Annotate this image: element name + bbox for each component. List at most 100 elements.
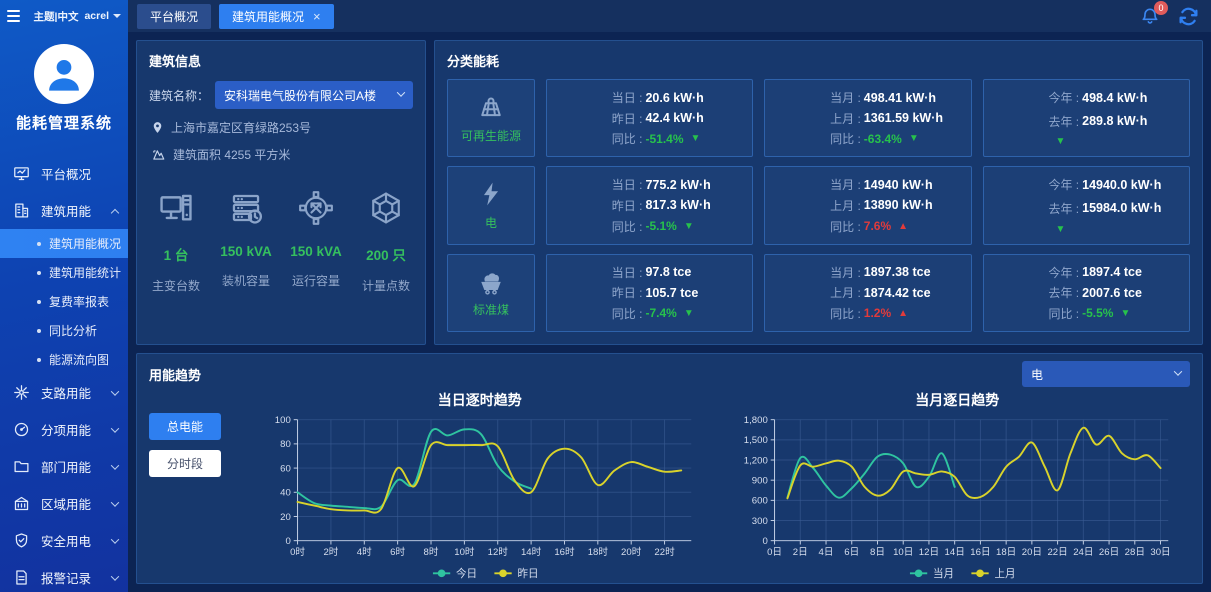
daily-trend-chart-block: 当日逐时趋势 0 20 40 60 80 100 0时 2时 4时 6时 8时 10时 12时 14时 16… bbox=[241, 389, 719, 581]
energy-ratio-line: ▼ bbox=[992, 224, 1181, 235]
energy-value-line: 当月 : 498.41 kW·h bbox=[830, 90, 937, 106]
tab-platform-overview[interactable]: 平台概况 bbox=[137, 3, 212, 29]
sidebar-item-district-energy[interactable]: 区域用能 bbox=[0, 485, 128, 522]
sidebar-item-platform-overview[interactable]: 平台概况 bbox=[0, 155, 128, 192]
svg-text:80: 80 bbox=[280, 439, 291, 450]
svg-text:12时: 12时 bbox=[487, 546, 508, 558]
chart-title-monthly: 当月逐日趋势 bbox=[915, 392, 1000, 408]
tab-label: 建筑用能概况 bbox=[232, 9, 305, 24]
bolt-icon bbox=[478, 179, 504, 209]
building-stat: 150 kVA 运行容量 bbox=[281, 187, 351, 294]
sidebar-item-label: 安全用电 bbox=[41, 535, 92, 549]
building-info-panel: 建筑信息 建筑名称： 安科瑞电气股份有限公司A楼 上海市嘉定区育绿路253号 bbox=[136, 40, 426, 345]
content: 建筑信息 建筑名称： 安科瑞电气股份有限公司A楼 上海市嘉定区育绿路253号 bbox=[128, 32, 1211, 592]
energy-value-line: 当日 : 775.2 kW·h bbox=[611, 177, 711, 193]
monitor-icon bbox=[13, 165, 31, 182]
svg-text:20时: 20时 bbox=[621, 546, 642, 558]
monthly-trend-chart: 0 300 600 900 1,200 1,500 1,800 0日 2日 4日 6日 8日 10日 12… bbox=[744, 415, 1171, 580]
notification-bell-icon[interactable]: 0 bbox=[1140, 1, 1168, 26]
coalcart-icon bbox=[476, 268, 506, 296]
sidebar-item-safe-electricity[interactable]: 安全用电 bbox=[0, 522, 128, 559]
sidebar-item-building-energy[interactable]: 建筑用能 bbox=[0, 192, 128, 229]
svg-text:14时: 14时 bbox=[521, 546, 542, 558]
building-stat: 200 只 计量点数 bbox=[351, 187, 421, 294]
sidebar-subitem-building-energy-overview[interactable]: 建筑用能概况 bbox=[0, 229, 128, 258]
tab-building-energy-overview[interactable]: 建筑用能概况 × bbox=[219, 3, 334, 29]
refresh-icon[interactable] bbox=[1178, 6, 1199, 27]
svg-text:上月: 上月 bbox=[995, 568, 1016, 580]
hamburger-menu-icon[interactable] bbox=[7, 10, 20, 22]
bullet-icon bbox=[37, 357, 41, 362]
avatar bbox=[34, 44, 94, 104]
svg-text:当月: 当月 bbox=[933, 567, 954, 580]
svg-text:60: 60 bbox=[280, 463, 291, 474]
triangle-down-icon: ▼ bbox=[690, 133, 701, 145]
area-icon bbox=[151, 148, 166, 162]
svg-text:昨日: 昨日 bbox=[517, 568, 538, 580]
sidebar-item-label: 支路用能 bbox=[41, 387, 92, 401]
energy-category-label: 标准煤 bbox=[472, 302, 509, 317]
building-icon bbox=[13, 202, 31, 219]
svg-text:8日: 8日 bbox=[870, 547, 885, 558]
sidebar-item-department-energy[interactable]: 部门用能 bbox=[0, 448, 128, 485]
sidebar-subitem-label: 建筑用能概况 bbox=[49, 237, 122, 251]
alarmdoc-icon bbox=[13, 569, 31, 586]
triangle-down-icon: ▼ bbox=[1055, 223, 1066, 235]
monthly-trend-chart-block: 当月逐日趋势 0 300 600 900 1,200 1,500 1,800 0日 2日 4日 6日… bbox=[719, 389, 1197, 581]
trend-title: 用能趋势 bbox=[149, 367, 202, 383]
tab-label: 平台概况 bbox=[150, 9, 199, 24]
svg-text:10时: 10时 bbox=[454, 546, 475, 558]
triangle-down-icon: ▼ bbox=[908, 133, 919, 145]
sidebar-top-bar: 主题|中文 acrel bbox=[0, 0, 128, 32]
svg-text:10日: 10日 bbox=[893, 547, 913, 558]
building-name-select[interactable]: 安科瑞电气股份有限公司A楼 bbox=[215, 81, 413, 109]
energy-value-line: 上月 : 13890 kW·h bbox=[830, 198, 933, 213]
sidebar: 主题|中文 acrel 能耗管理系统 平台概况 建筑用能建筑用能概况 建筑用能统计… bbox=[0, 0, 128, 592]
sidebar-item-branch-energy[interactable]: 支路用能 bbox=[0, 374, 128, 411]
chart-title-daily: 当日逐时趋势 bbox=[437, 392, 522, 408]
user-menu[interactable]: acrel bbox=[84, 10, 121, 22]
total-energy-button[interactable]: 总电能 bbox=[149, 413, 221, 440]
theme-language-switch[interactable]: 主题|中文 bbox=[33, 10, 79, 23]
svg-text:0时: 0时 bbox=[290, 546, 305, 558]
building-name-label: 建筑名称： bbox=[149, 88, 210, 103]
daily-trend-chart: 0 20 40 60 80 100 0时 2时 4时 6时 8时 10时 12时 14时 16时 18时 20时… bbox=[275, 415, 691, 580]
sidebar-item-label: 区域用能 bbox=[41, 498, 92, 512]
svg-text:18时: 18时 bbox=[587, 546, 608, 558]
svg-text:2时: 2时 bbox=[323, 546, 338, 558]
svg-text:20: 20 bbox=[280, 512, 291, 523]
svg-text:16日: 16日 bbox=[971, 547, 991, 558]
sidebar-subitem-tariff-rate-report[interactable]: 复费率报表 bbox=[0, 287, 128, 316]
svg-text:300: 300 bbox=[752, 516, 768, 527]
energy-category-row: 电 当日 : 775.2 kW·h 昨日 : 817.3 kW·h 同比 : -5.1… bbox=[447, 166, 1190, 245]
energy-type-select[interactable]: 电 bbox=[1022, 361, 1190, 387]
time-period-button[interactable]: 分时段 bbox=[149, 450, 221, 477]
svg-text:8时: 8时 bbox=[423, 546, 438, 558]
svg-text:40: 40 bbox=[280, 488, 291, 499]
energy-ratio-line: 同比 : 1.2% ▲ bbox=[830, 306, 909, 321]
sidebar-subitem-yoy-analysis[interactable]: 同比分析 bbox=[0, 316, 128, 345]
sidebar-subitem-building-energy-stats[interactable]: 建筑用能统计 bbox=[0, 258, 128, 287]
sidebar-subitem-label: 同比分析 bbox=[49, 324, 98, 338]
category-energy-panel: 分类能耗 可再生能源 当日 : 20.6 kW·h 昨日 : 42.4 kW·h 同比… bbox=[434, 40, 1203, 345]
triangle-up-icon: ▲ bbox=[898, 220, 909, 232]
energy-type-value: 电 bbox=[1031, 367, 1044, 382]
triangle-down-icon: ▼ bbox=[1055, 136, 1066, 148]
energy-value-line: 去年 : 2007.6 tce bbox=[1048, 285, 1142, 301]
triangle-down-icon: ▼ bbox=[1120, 307, 1131, 319]
energy-category-card: 电 bbox=[447, 166, 535, 245]
sidebar-subitem-label: 建筑用能统计 bbox=[49, 266, 122, 280]
triangle-down-icon: ▼ bbox=[683, 220, 694, 232]
building-stat: 1 台 主变台数 bbox=[141, 187, 211, 294]
svg-text:4时: 4时 bbox=[357, 546, 372, 558]
sidebar-item-subentry-energy[interactable]: 分项用能 bbox=[0, 411, 128, 448]
sidebar-item-alarm-records[interactable]: 报警记录 bbox=[0, 559, 128, 592]
system-title: 能耗管理系统 bbox=[15, 115, 112, 132]
building-stat: 150 kVA 装机容量 bbox=[211, 187, 281, 294]
sidebar-subitem-energy-flow-diagram[interactable]: 能源流向图 bbox=[0, 345, 128, 374]
sidebar-item-label: 建筑用能 bbox=[41, 205, 92, 219]
energy-category-label: 电 bbox=[484, 216, 497, 231]
tab-close-icon[interactable]: × bbox=[313, 8, 321, 24]
chevron-down-icon bbox=[110, 497, 120, 507]
energy-ratio-line: 同比 : -5.5% ▼ bbox=[1048, 306, 1131, 321]
